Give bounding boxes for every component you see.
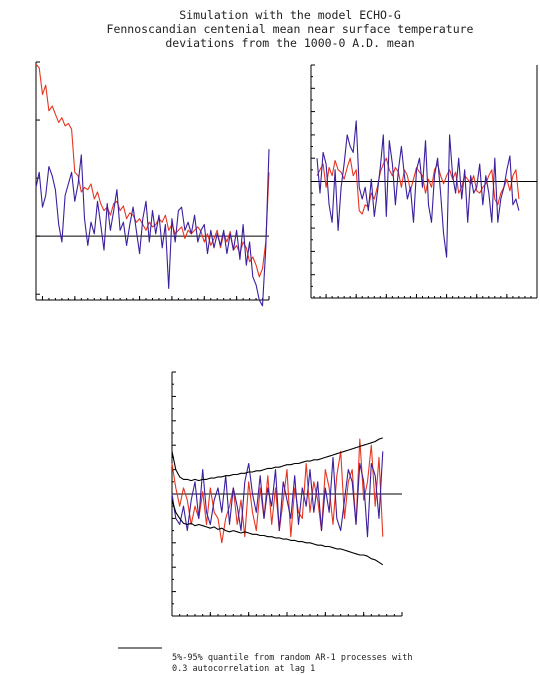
quantile-legend-line-2: 0.3 autocorrelation at lag 1 <box>172 664 315 674</box>
panel-c <box>171 371 403 617</box>
panel-b <box>310 64 538 299</box>
figure-title-line-1: Simulation with the model ECHO-G <box>179 8 401 22</box>
series-line-winter <box>171 451 384 538</box>
quantile-legend-line-1: 5%-95% quantile from random AR-1 process… <box>172 653 413 663</box>
series-line-95pct <box>171 437 383 482</box>
figure-title-line-3: deviations from the 1000-0 A.D. mean <box>165 36 414 50</box>
series-line-5pct <box>171 499 384 566</box>
series-line-summer <box>316 157 520 215</box>
figure-title-line-2: Fennoscandian centenial mean near surfac… <box>107 22 474 36</box>
panel-a <box>35 61 270 307</box>
series-line-summer <box>171 438 384 544</box>
series-line-summer <box>35 63 270 278</box>
series-line-winter <box>35 149 270 307</box>
series-line-winter <box>316 120 520 258</box>
